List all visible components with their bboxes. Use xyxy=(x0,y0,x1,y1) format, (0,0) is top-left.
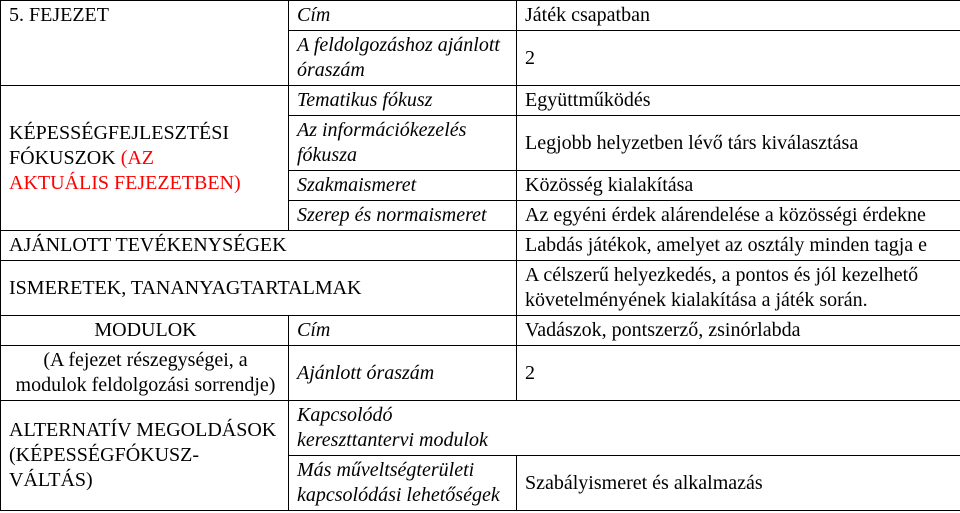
cell-value: Legjobb helyzetben lévő társ kiválasztás… xyxy=(517,116,960,171)
cell-alternative: ALTERNATÍV MEGOLDÁSOK (KÉPESSÉGFÓKUSZ-VÁ… xyxy=(1,401,289,511)
cell-modules-desc: (A fejezet részegységei, a modulok feldo… xyxy=(1,346,289,401)
cell-label-hours: Ajánlott óraszám xyxy=(289,346,517,401)
cell-value: Játék csapatban xyxy=(517,1,960,31)
cell-value: Szabályismeret és alkalmazás xyxy=(517,456,960,511)
cell-label-cim: Cím xyxy=(289,316,517,346)
cell-label-thematic: Tematikus fókusz xyxy=(289,86,517,116)
cell-value: Közösség kialakítása xyxy=(517,171,960,201)
curriculum-table: 5. FEJEZET Cím Játék csapatban A feldolg… xyxy=(0,0,960,511)
cell-value: Vadászok, pontszerző, zsinórlabda xyxy=(517,316,960,346)
cell-value: A célszerű helyezkedés, a pontos és jól … xyxy=(517,261,960,316)
table-row: KÉPESSÉGFEJLESZTÉSI FÓKUSZOK (AZ AKTUÁLI… xyxy=(1,86,960,116)
cell-activities: AJÁNLOTT TEVÉKENYSÉGEK xyxy=(1,231,517,261)
table-row: ISMERETEK, TANANYAGTARTALMAK A célszerű … xyxy=(1,261,960,316)
text-red: AKTUÁLIS FEJEZETBEN) xyxy=(9,172,241,194)
cell-value xyxy=(517,401,960,456)
cell-label-mas: Más műveltségterületi kapcsolódási lehet… xyxy=(289,456,517,511)
cell-value: Együttműködés xyxy=(517,86,960,116)
cell-value: Az egyéni érdek alárendelése a közösségi… xyxy=(517,201,960,231)
text-line: KÉPESSÉGFEJLESZTÉSI xyxy=(9,122,229,144)
cell-knowledge: ISMERETEK, TANANYAGTARTALMAK xyxy=(1,261,517,316)
text-red: (AZ xyxy=(121,147,154,169)
text-line: FÓKUSZOK xyxy=(9,147,121,169)
cell-value: 2 xyxy=(517,346,960,401)
table-row: ALTERNATÍV MEGOLDÁSOK (KÉPESSÉGFÓKUSZ-VÁ… xyxy=(1,401,960,456)
cell-label-kapcsolodo: Kapcsolódó kereszttantervi modulok xyxy=(289,401,517,456)
cell-label-info: Az információkezelés fókusza xyxy=(289,116,517,171)
cell-value: Labdás játékok, amelyet az osztály minde… xyxy=(517,231,960,261)
table-row: AJÁNLOTT TEVÉKENYSÉGEK Labdás játékok, a… xyxy=(1,231,960,261)
table-row: (A fejezet részegységei, a modulok feldo… xyxy=(1,346,960,401)
cell-label-szerep: Szerep és normaismeret xyxy=(289,201,517,231)
table-row: MODULOK Cím Vadászok, pontszerző, zsinór… xyxy=(1,316,960,346)
cell-label-cim: Cím xyxy=(289,1,517,31)
cell-value: 2 xyxy=(517,31,960,86)
cell-modules-title: MODULOK xyxy=(1,316,289,346)
table-row: 5. FEJEZET Cím Játék csapatban xyxy=(1,1,960,31)
cell-label-hours: A feldolgozáshoz ajánlott óraszám xyxy=(289,31,517,86)
cell-chapter: 5. FEJEZET xyxy=(1,1,289,86)
cell-competency-focus: KÉPESSÉGFEJLESZTÉSI FÓKUSZOK (AZ AKTUÁLI… xyxy=(1,86,289,231)
cell-label-szakma: Szakmaismeret xyxy=(289,171,517,201)
